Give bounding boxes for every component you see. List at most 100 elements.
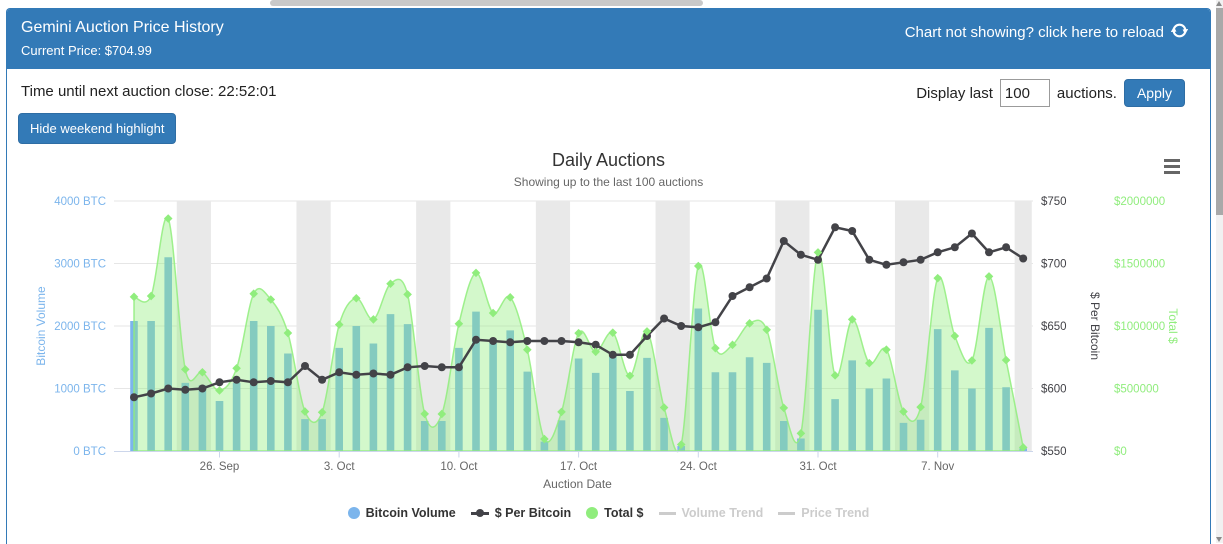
total-point bbox=[762, 325, 771, 335]
auction-countdown: Time until next auction close: 22:52:01 bbox=[21, 83, 277, 100]
total-point bbox=[420, 409, 429, 419]
price-point bbox=[472, 335, 480, 344]
y-tick-label: $0 bbox=[1114, 446, 1127, 458]
x-tick-label: 3. Oct bbox=[324, 461, 355, 473]
chart-subtitle: Showing up to the last 100 auctions bbox=[513, 175, 704, 189]
total-point bbox=[232, 363, 241, 373]
horizontal-scrollbar-thumb[interactable] bbox=[270, 0, 703, 6]
total-point bbox=[574, 328, 583, 338]
total-point bbox=[403, 290, 412, 299]
apply-button[interactable]: Apply bbox=[1123, 79, 1185, 107]
price-point bbox=[728, 292, 737, 300]
display-last-controls: Display last auctions. Apply bbox=[916, 79, 1185, 107]
total-dollars-marker-icon bbox=[586, 507, 599, 519]
volume-bar bbox=[933, 329, 942, 451]
total-point bbox=[540, 434, 549, 444]
legend-item-volume-trend[interactable]: Volume Trend bbox=[658, 506, 764, 520]
total-point bbox=[745, 319, 754, 328]
total-point bbox=[967, 356, 977, 365]
volume-bar bbox=[147, 321, 155, 451]
price-point bbox=[848, 227, 857, 235]
total-point bbox=[488, 308, 498, 318]
total-point bbox=[283, 328, 293, 338]
auctions-count-input[interactable] bbox=[999, 79, 1050, 107]
y-tick-label: $650 bbox=[1041, 321, 1067, 333]
volume-axis-title: Bitcoin Volume bbox=[34, 286, 48, 366]
weekend-band bbox=[894, 201, 930, 451]
price-point bbox=[1019, 254, 1028, 263]
refresh-icon[interactable] bbox=[1170, 22, 1189, 43]
legend-label: Volume Trend bbox=[681, 506, 764, 520]
total-point bbox=[334, 320, 344, 329]
x-axis-title: Auction Date bbox=[543, 477, 612, 491]
total-point bbox=[711, 343, 720, 353]
total-point bbox=[882, 345, 891, 354]
total-point bbox=[505, 293, 515, 302]
price-point bbox=[643, 332, 651, 340]
total-point bbox=[523, 345, 532, 355]
price-point bbox=[574, 338, 583, 347]
volume-bar bbox=[660, 417, 668, 451]
price-point bbox=[335, 368, 344, 377]
chart-plot[interactable]: 26. Sep 3. Oct 10. Oct 17. Oct 24. Oct 31. Oc… bbox=[7, 149, 1212, 531]
x-tick-label: 7. Nov bbox=[921, 461, 954, 473]
volume-bar bbox=[352, 326, 361, 451]
volume-bar bbox=[557, 420, 566, 451]
volume-bar bbox=[455, 347, 463, 451]
reload-link[interactable]: Chart not showing? click here to reload bbox=[904, 22, 1189, 43]
volume-bar bbox=[814, 309, 822, 451]
volume-bar bbox=[574, 358, 583, 451]
chart-legend: Bitcoin Volume $ Per Bitcoin Total $ Vol… bbox=[7, 506, 1210, 520]
volume-bar bbox=[284, 353, 292, 451]
x-tick-label: 10. Oct bbox=[440, 461, 478, 473]
volume-bar bbox=[301, 419, 309, 451]
total-point bbox=[591, 347, 600, 357]
y-tick-label: $1500000 bbox=[1114, 259, 1165, 271]
price-point bbox=[301, 362, 309, 370]
legend-item-price-per-bitcoin[interactable]: $ Per Bitcoin bbox=[470, 506, 571, 520]
legend-item-bitcoin-volume[interactable]: Bitcoin Volume bbox=[347, 506, 456, 520]
total-diamonds[interactable] bbox=[129, 214, 1028, 452]
volume-bar bbox=[951, 370, 959, 451]
x-tick-label: 24. Oct bbox=[680, 461, 718, 473]
vertical-scrollbar-thumb[interactable] bbox=[1216, 8, 1223, 215]
price-point bbox=[899, 258, 908, 267]
total-point bbox=[676, 440, 686, 449]
y-tick-label: $1000000 bbox=[1114, 321, 1165, 333]
price-point bbox=[283, 378, 292, 387]
scroll-down-arrow-icon[interactable] bbox=[1216, 537, 1222, 542]
price-point bbox=[540, 337, 549, 345]
price-point bbox=[215, 378, 224, 387]
y-tick-label: $2000000 bbox=[1114, 196, 1165, 208]
hamburger-icon bbox=[1164, 158, 1180, 162]
legend-item-price-trend[interactable]: Price Trend bbox=[778, 506, 869, 520]
reload-link-label[interactable]: Chart not showing? click here to reload bbox=[904, 24, 1164, 41]
total-point bbox=[215, 386, 224, 395]
chart-export-menu-button[interactable] bbox=[1160, 155, 1184, 177]
price-point bbox=[677, 322, 686, 330]
volume-bar bbox=[762, 362, 771, 451]
volume-bar bbox=[198, 385, 207, 451]
price-markers[interactable] bbox=[130, 223, 1028, 402]
total-point bbox=[249, 289, 258, 298]
x-tick-label: 17. Oct bbox=[560, 461, 598, 473]
volume-bar bbox=[335, 347, 343, 451]
total-point bbox=[386, 279, 395, 289]
volume-bars[interactable] bbox=[130, 257, 1027, 451]
price-point bbox=[796, 250, 805, 259]
volume-bar bbox=[523, 371, 532, 451]
volume-bar bbox=[232, 382, 241, 451]
price-point bbox=[831, 223, 840, 232]
volume-bar bbox=[711, 372, 720, 451]
total-point bbox=[796, 429, 806, 438]
hide-weekend-highlight-button[interactable]: Hide weekend highlight bbox=[18, 113, 177, 144]
price-point bbox=[591, 340, 600, 349]
price-point bbox=[967, 229, 976, 238]
price-point bbox=[232, 375, 241, 384]
vertical-scrollbar[interactable] bbox=[1216, 0, 1223, 543]
total-point bbox=[694, 261, 703, 271]
total-point bbox=[129, 292, 139, 302]
scroll-up-arrow-icon[interactable] bbox=[1216, 1, 1222, 6]
volume-bar bbox=[609, 356, 617, 451]
legend-item-total-dollars[interactable]: Total $ bbox=[586, 506, 644, 520]
